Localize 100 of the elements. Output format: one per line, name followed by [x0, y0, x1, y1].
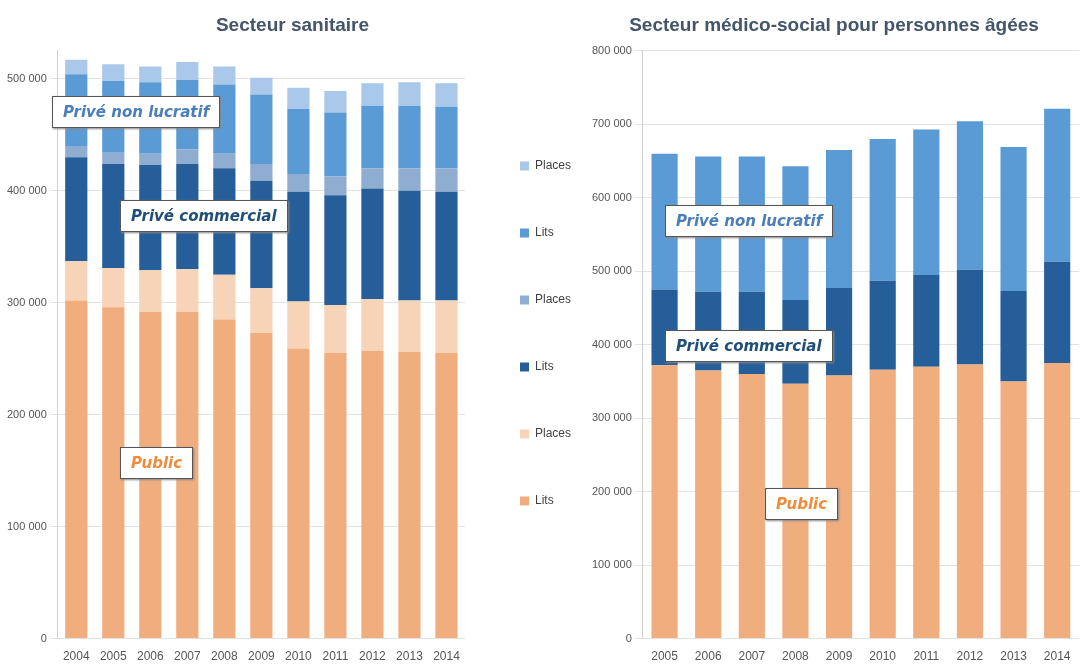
annotation: Privé commercial	[665, 330, 833, 362]
bar	[398, 190, 421, 301]
y-tick-label: 200 000	[592, 484, 632, 497]
y-tick-label: 600 000	[592, 190, 632, 203]
y-tick-label: 100 000	[592, 558, 632, 571]
bar	[176, 149, 199, 164]
bar	[287, 301, 310, 349]
legend-label: Lits	[534, 359, 554, 374]
bar	[213, 319, 236, 639]
x-tick-label: 2009	[825, 649, 853, 664]
y-tick-label: 0	[625, 631, 632, 644]
bar	[869, 280, 896, 370]
bar	[913, 129, 940, 275]
bar	[250, 332, 273, 639]
x-tick-label: 2007	[173, 649, 201, 664]
bar	[324, 176, 347, 196]
bar	[102, 64, 125, 82]
bar	[213, 66, 236, 85]
bar	[398, 300, 421, 352]
x-tick-label: 2007	[738, 649, 766, 664]
bar	[65, 145, 88, 158]
bar	[287, 348, 310, 639]
bar	[956, 121, 984, 270]
bar	[287, 109, 310, 174]
y-tick-label: 800 000	[592, 43, 632, 56]
bar	[956, 269, 984, 365]
annotation: Privé non lucratif	[665, 205, 834, 237]
legend-label: Places	[534, 292, 572, 307]
bar	[435, 106, 458, 169]
bar	[435, 300, 458, 354]
bar	[102, 152, 125, 164]
bar	[869, 138, 896, 281]
bar	[102, 268, 125, 308]
bar	[825, 375, 853, 639]
bar	[361, 83, 384, 106]
y-tick-label: 500 000	[592, 264, 632, 277]
bar	[651, 365, 678, 639]
annotation: Privé non lucratif	[52, 96, 221, 128]
bar	[250, 163, 273, 181]
bar	[65, 157, 88, 262]
bar	[287, 173, 310, 192]
bar	[213, 153, 236, 169]
bar	[869, 369, 896, 639]
y-tick-label: 300 000	[7, 295, 47, 308]
legend-label: Places	[534, 158, 572, 173]
bar	[695, 370, 722, 639]
bar	[176, 269, 199, 312]
y-tick-label: 100 000	[7, 519, 47, 532]
bar	[250, 94, 273, 164]
x-tick-label: 2011	[322, 649, 349, 664]
bar	[65, 261, 88, 301]
bar	[102, 307, 125, 639]
bar	[825, 149, 853, 289]
x-tick-label: 2014	[433, 649, 461, 664]
x-tick-label: 2012	[359, 649, 387, 664]
legend-label: Lits	[534, 225, 554, 240]
x-tick-label: 2012	[956, 649, 984, 664]
bar	[287, 191, 310, 302]
bar	[250, 77, 273, 95]
y-tick-label: 400 000	[7, 183, 47, 196]
bar	[65, 300, 88, 639]
bar	[324, 91, 347, 113]
bar	[139, 270, 162, 312]
bar	[102, 163, 125, 269]
bar	[139, 66, 162, 83]
chart-title: Secteur sanitaire	[215, 13, 370, 35]
bar	[1000, 147, 1027, 292]
x-tick-label: 2005	[651, 649, 679, 664]
bar	[324, 353, 347, 639]
bar	[250, 288, 273, 333]
x-tick-label: 2009	[248, 649, 276, 664]
bar	[361, 105, 384, 169]
x-tick-label: 2010	[285, 649, 313, 664]
bar	[435, 191, 458, 301]
bar	[65, 59, 88, 75]
x-tick-label: 2004	[62, 649, 90, 664]
bar	[913, 274, 940, 367]
y-tick-label: 300 000	[592, 411, 632, 424]
x-tick-label: 2011	[913, 649, 940, 664]
bar	[435, 353, 458, 639]
bar	[324, 112, 347, 177]
y-tick-label: 0	[40, 631, 47, 644]
x-tick-label: 2006	[136, 649, 164, 664]
chart-title: Secteur médico-social pour personnes âgées	[629, 13, 1039, 35]
annotation: Privé commercial	[120, 200, 288, 232]
bar	[213, 274, 236, 320]
bar	[324, 304, 347, 354]
bar	[398, 168, 421, 191]
y-tick-label: 200 000	[7, 407, 47, 420]
annotation: Public	[765, 488, 839, 520]
x-tick-label: 2006	[694, 649, 722, 664]
bar	[287, 87, 310, 110]
bar	[913, 366, 940, 639]
bar	[435, 83, 458, 107]
legend-label: Lits	[534, 493, 554, 508]
bar	[361, 168, 384, 189]
bar	[361, 188, 384, 300]
bar	[398, 351, 421, 639]
bar	[1044, 261, 1071, 364]
y-tick-label: 700 000	[592, 117, 632, 130]
